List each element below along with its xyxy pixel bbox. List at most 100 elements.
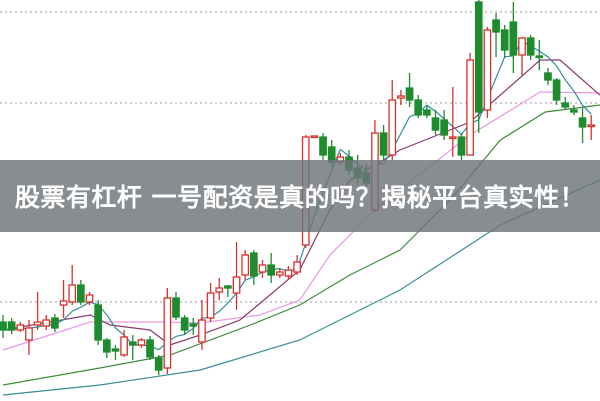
candle <box>16 322 25 332</box>
candle-body <box>249 252 258 277</box>
candle <box>440 110 449 140</box>
candle <box>587 115 596 140</box>
candle-body <box>518 37 526 56</box>
candle-body <box>448 136 457 140</box>
candle <box>414 95 423 118</box>
candle-body <box>526 37 535 56</box>
ma20-line <box>2 91 600 351</box>
candle <box>544 68 552 85</box>
candle <box>77 280 85 305</box>
candle-body <box>379 132 388 156</box>
candle-body <box>422 109 431 116</box>
candle <box>448 87 457 157</box>
candle-body <box>33 321 42 326</box>
candle <box>518 37 526 75</box>
candle <box>68 265 77 305</box>
candle-body <box>310 135 319 139</box>
candle <box>0 315 7 338</box>
candle-body <box>544 72 552 81</box>
candle-body <box>102 339 111 353</box>
candle <box>241 250 250 280</box>
candle <box>146 336 154 360</box>
candle <box>431 110 440 135</box>
candle-body <box>0 321 7 331</box>
candle <box>7 318 16 334</box>
candle-body <box>163 297 172 369</box>
candle-body <box>241 254 250 276</box>
candle-body <box>120 336 128 356</box>
candle-body <box>7 321 16 331</box>
candle-body <box>535 55 544 59</box>
candle-body <box>51 317 59 329</box>
candle <box>526 35 535 60</box>
candle-body <box>206 292 215 319</box>
candle <box>535 40 544 70</box>
candle-body <box>77 284 85 303</box>
candle-body <box>258 264 267 273</box>
candle-body <box>128 341 137 346</box>
candle <box>111 345 120 360</box>
candle-body <box>172 297 180 318</box>
candle <box>578 107 587 143</box>
candle-body <box>189 323 198 327</box>
candle-body <box>431 117 440 131</box>
candle <box>561 97 570 110</box>
candle-body <box>68 284 77 303</box>
candle-body <box>405 87 414 101</box>
candle <box>258 260 267 278</box>
candle-body <box>215 287 224 293</box>
candle <box>128 335 137 360</box>
candle-body <box>578 117 587 128</box>
candle-body <box>319 136 327 156</box>
candle <box>500 25 509 58</box>
candle-body <box>483 29 492 111</box>
candle-body <box>440 119 449 136</box>
candle-body <box>59 300 68 306</box>
candle <box>457 133 466 160</box>
candle-body <box>94 304 102 341</box>
candle-body <box>198 319 206 343</box>
candle <box>215 278 224 300</box>
candle <box>25 320 33 355</box>
candle-body <box>154 357 163 371</box>
candle <box>51 314 59 332</box>
candle-body <box>474 1 483 113</box>
candle-body <box>85 294 94 303</box>
candle-body <box>509 21 518 56</box>
candle-body <box>224 285 232 289</box>
gridlines <box>0 11 600 303</box>
candle <box>474 0 483 133</box>
candle <box>552 78 561 105</box>
candle <box>379 125 388 160</box>
candle-body <box>267 264 276 276</box>
candle <box>85 292 94 305</box>
candle <box>570 105 578 115</box>
candle <box>293 255 301 275</box>
candle-body <box>146 339 154 358</box>
candle-body <box>293 261 301 273</box>
candle <box>59 280 68 318</box>
candle-body <box>137 339 146 346</box>
candle <box>224 285 232 297</box>
candle <box>405 73 414 107</box>
candle-body <box>561 102 570 108</box>
candle-body <box>414 99 423 116</box>
candle <box>422 105 431 118</box>
candle <box>232 242 241 310</box>
candle <box>94 300 102 345</box>
candle <box>102 338 111 358</box>
candle <box>154 355 163 375</box>
candle <box>120 330 128 357</box>
candle <box>267 253 276 283</box>
candle <box>180 315 189 335</box>
candle <box>492 13 500 57</box>
candle-body <box>111 348 120 352</box>
candle <box>137 338 146 348</box>
candle-body <box>457 136 466 156</box>
candle-body <box>570 109 578 113</box>
candle-body <box>492 19 500 33</box>
candle-body <box>587 124 596 128</box>
candle <box>249 250 258 285</box>
candle-body <box>466 59 474 156</box>
